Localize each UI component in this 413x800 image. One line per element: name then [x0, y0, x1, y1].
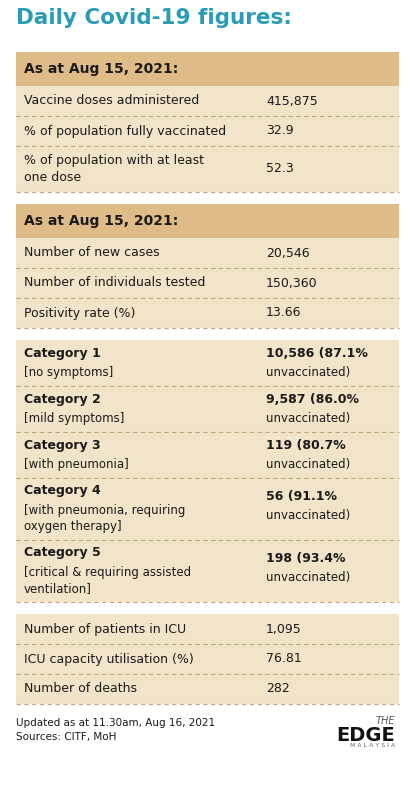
Text: 10,586 (87.1%: 10,586 (87.1% — [266, 347, 368, 360]
Text: 52.3: 52.3 — [266, 162, 294, 175]
Bar — [16, 674, 399, 704]
Text: Number of new cases: Number of new cases — [24, 246, 160, 259]
Text: EDGE: EDGE — [336, 726, 395, 745]
Text: Positivity rate (%): Positivity rate (%) — [24, 306, 135, 319]
Text: unvaccinated): unvaccinated) — [266, 366, 350, 378]
Text: ICU capacity utilisation (%): ICU capacity utilisation (%) — [24, 653, 194, 666]
Text: Sources: CITF, MoH: Sources: CITF, MoH — [16, 732, 116, 742]
Text: THE: THE — [375, 716, 395, 726]
Text: unvaccinated): unvaccinated) — [266, 570, 350, 584]
Text: Daily Covid-19 figures:: Daily Covid-19 figures: — [16, 8, 292, 28]
Text: Vaccine doses administered: Vaccine doses administered — [24, 94, 199, 107]
Bar — [16, 614, 399, 644]
Text: 13.66: 13.66 — [266, 306, 301, 319]
Text: As at Aug 15, 2021:: As at Aug 15, 2021: — [24, 214, 178, 228]
Text: [critical & requiring assisted: [critical & requiring assisted — [24, 566, 191, 578]
Text: Number of patients in ICU: Number of patients in ICU — [24, 622, 186, 635]
Text: [with pneumonia, requiring: [with pneumonia, requiring — [24, 504, 185, 517]
Text: 1,095: 1,095 — [266, 622, 302, 635]
Text: % of population with at least
one dose: % of population with at least one dose — [24, 154, 204, 184]
Bar — [16, 298, 399, 328]
Text: Updated as at 11.30am, Aug 16, 2021: Updated as at 11.30am, Aug 16, 2021 — [16, 718, 215, 728]
Text: [no symptoms]: [no symptoms] — [24, 366, 113, 378]
Bar — [16, 204, 399, 238]
Text: 56 (91.1%: 56 (91.1% — [266, 490, 337, 503]
Text: 76.81: 76.81 — [266, 653, 302, 666]
Bar — [16, 478, 399, 540]
Text: unvaccinated): unvaccinated) — [266, 509, 350, 522]
Text: unvaccinated): unvaccinated) — [266, 458, 350, 470]
Text: M A L A Y S I A: M A L A Y S I A — [350, 743, 395, 748]
Text: Number of deaths: Number of deaths — [24, 682, 137, 695]
Text: unvaccinated): unvaccinated) — [266, 412, 350, 425]
Bar — [16, 540, 399, 602]
Bar — [16, 268, 399, 298]
Text: Number of individuals tested: Number of individuals tested — [24, 277, 205, 290]
Text: 119 (80.7%: 119 (80.7% — [266, 439, 346, 452]
Bar — [16, 644, 399, 674]
Bar — [16, 146, 399, 192]
Bar — [16, 340, 399, 386]
Text: 20,546: 20,546 — [266, 246, 310, 259]
Text: [mild symptoms]: [mild symptoms] — [24, 412, 124, 425]
Bar — [16, 238, 399, 268]
Text: 415,875: 415,875 — [266, 94, 318, 107]
Text: 198 (93.4%: 198 (93.4% — [266, 552, 346, 565]
Text: 282: 282 — [266, 682, 290, 695]
Bar — [16, 86, 399, 116]
Text: Category 3: Category 3 — [24, 439, 101, 452]
Text: [with pneumonia]: [with pneumonia] — [24, 458, 129, 470]
Bar — [16, 432, 399, 478]
Text: Category 5: Category 5 — [24, 546, 101, 559]
Bar — [16, 116, 399, 146]
Text: oxygen therapy]: oxygen therapy] — [24, 520, 121, 533]
Bar — [16, 52, 399, 86]
Text: Category 2: Category 2 — [24, 394, 101, 406]
Text: Category 4: Category 4 — [24, 484, 101, 497]
Text: ventilation]: ventilation] — [24, 582, 92, 595]
Text: Category 1: Category 1 — [24, 347, 101, 360]
Text: 9,587 (86.0%: 9,587 (86.0% — [266, 394, 359, 406]
Text: 150,360: 150,360 — [266, 277, 318, 290]
Text: % of population fully vaccinated: % of population fully vaccinated — [24, 125, 226, 138]
Text: 32.9: 32.9 — [266, 125, 294, 138]
Text: As at Aug 15, 2021:: As at Aug 15, 2021: — [24, 62, 178, 76]
Bar — [16, 386, 399, 432]
